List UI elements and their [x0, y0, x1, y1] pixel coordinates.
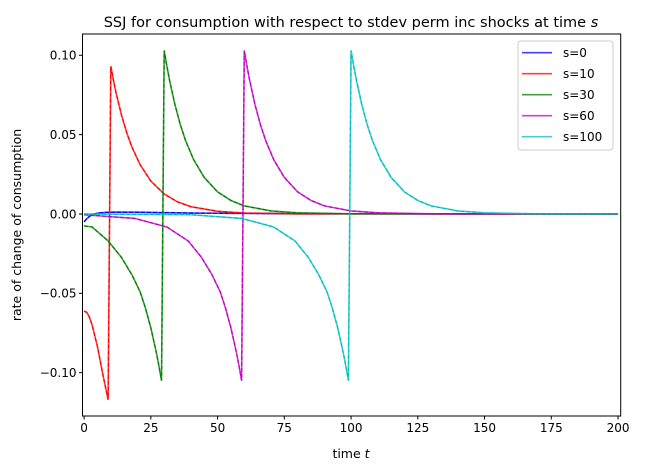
y-axis-label: rate of change of consumption — [9, 129, 24, 321]
legend: s=0 s=10 s=30 s=60 s=100 — [517, 40, 614, 151]
y-axis: −0.10 −0.05 0.00 0.05 0.10 — [40, 49, 83, 380]
x-tick-label: 125 — [406, 421, 429, 435]
chart-title: SSJ for consumption with respect to stde… — [104, 15, 599, 31]
x-tick-label: 25 — [143, 421, 158, 435]
y-tick-label: 0.10 — [50, 49, 77, 63]
series-dashed-line-1 — [83, 66, 619, 400]
x-tick-label: 100 — [340, 421, 363, 435]
y-tick-label: −0.05 — [40, 287, 77, 301]
x-tick-label: 50 — [210, 421, 225, 435]
legend-label-3: s=60 — [563, 109, 595, 123]
legend-label-4: s=100 — [563, 130, 602, 144]
x-axis: 0 25 50 75 100 125 150 175 200 — [80, 416, 629, 435]
legend-label-2: s=30 — [563, 88, 595, 102]
x-tick-label: 75 — [277, 421, 292, 435]
y-tick-label: 0.05 — [50, 128, 77, 142]
x-tick-label: 0 — [80, 421, 88, 435]
legend-label-1: s=10 — [563, 67, 595, 81]
x-tick-label: 175 — [540, 421, 563, 435]
series-dashed-line-3 — [84, 50, 619, 381]
legend-box — [517, 40, 614, 151]
y-tick-label: −0.10 — [40, 366, 77, 380]
x-tick-label: 200 — [607, 421, 630, 435]
plot-area — [83, 50, 619, 400]
series-dashed-line-0 — [83, 211, 619, 223]
x-tick-label: 150 — [473, 421, 496, 435]
series-line-4 — [84, 50, 619, 381]
axes-frame — [82, 33, 622, 417]
y-tick-label: 0.00 — [50, 207, 77, 221]
x-axis-label: time t — [332, 446, 370, 461]
legend-label-0: s=0 — [563, 46, 587, 60]
series-dashed-line-2 — [84, 50, 619, 381]
